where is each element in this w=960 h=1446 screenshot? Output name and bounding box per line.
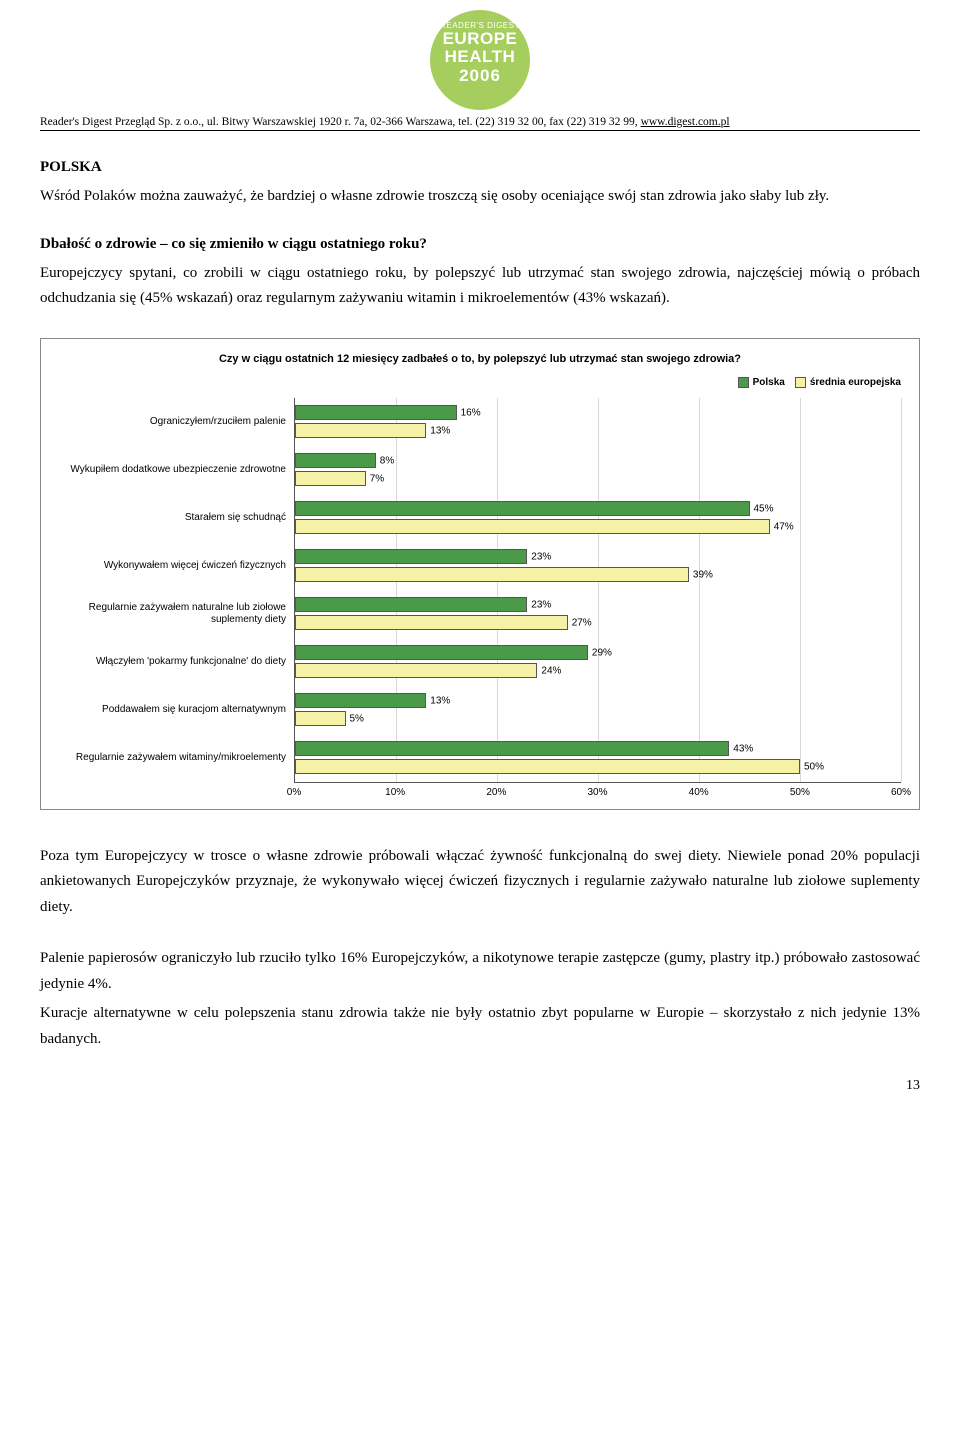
- bar-group: 45%47%: [295, 494, 901, 542]
- legend-item-europe: średnia europejska: [795, 377, 901, 388]
- bar-group: 13% 5%: [295, 686, 901, 734]
- x-tick-label: 40%: [689, 787, 709, 798]
- legend-item-polska: Polska: [738, 377, 785, 388]
- category-label: Regularnie zażywałem naturalne lub zioło…: [59, 590, 286, 638]
- paragraph-3: Poza tym Europejczycy w trosce o własne …: [40, 844, 920, 921]
- bar-value-label: 13%: [430, 425, 450, 436]
- chart-legend: Polska średnia europejska: [59, 377, 901, 388]
- y-axis-labels: Ograniczyłem/rzuciłem palenieWykupiłem d…: [59, 398, 294, 783]
- bar-value-label: 7%: [370, 473, 384, 484]
- x-tick-label: 30%: [587, 787, 607, 798]
- paragraph-5: Kuracje alternatywne w celu polepszenia …: [40, 1001, 920, 1052]
- category-label: Poddawałem się kuracjom alternatywnym: [59, 686, 286, 734]
- paragraph-intro: Wśród Polaków można zauważyć, że bardzie…: [40, 184, 920, 210]
- bar-group: 43% 50%: [295, 734, 901, 782]
- bar-value-label: 23%: [531, 551, 551, 562]
- category-label: Wykonywałem więcej ćwiczeń fizycznych: [59, 542, 286, 590]
- bar-group: 8% 7%: [295, 446, 901, 494]
- x-tick-label: 50%: [790, 787, 810, 798]
- bar-value-label: 24%: [541, 665, 561, 676]
- bar-group: 23% 39%: [295, 542, 901, 590]
- x-tick-label: 20%: [486, 787, 506, 798]
- logo-container: READER'S DIGEST EUROPE HEALTH 2006: [40, 10, 920, 110]
- bar-polska: 23%: [295, 549, 527, 564]
- page-number: 13: [40, 1078, 920, 1094]
- category-label: Ograniczyłem/rzuciłem palenie: [59, 398, 286, 446]
- logo-line2: EUROPE: [430, 30, 530, 48]
- legend-swatch-1: [738, 377, 749, 388]
- bar-europe: 5%: [295, 711, 346, 726]
- category-label: Włączyłem 'pokarmy funkcjonalne' do diet…: [59, 638, 286, 686]
- logo-year: 2006: [430, 67, 530, 85]
- legend-label-2: średnia europejska: [810, 377, 901, 388]
- bar-group: 23% 27%: [295, 590, 901, 638]
- bar-europe: 39%: [295, 567, 689, 582]
- bar-europe: 24%: [295, 663, 537, 678]
- x-axis: 0%10%20%30%40%50%60%: [59, 787, 901, 801]
- bar-polska: 16%: [295, 405, 457, 420]
- x-tick-label: 60%: [891, 787, 911, 798]
- brand-logo: READER'S DIGEST EUROPE HEALTH 2006: [430, 10, 530, 110]
- bar-polska: 23%: [295, 597, 527, 612]
- company-header: Reader's Digest Przegląd Sp. z o.o., ul.…: [40, 116, 920, 131]
- bars-area: 16%13%8%7%45%47%23%39%23%27%29%24%13%5%4…: [294, 398, 901, 783]
- chart-title: Czy w ciągu ostatnich 12 miesięcy zadbał…: [59, 353, 901, 365]
- bar-value-label: 13%: [430, 695, 450, 706]
- bar-europe: 47%: [295, 519, 770, 534]
- paragraph-4: Palenie papierosów ograniczyło lub rzuci…: [40, 946, 920, 997]
- bar-value-label: 23%: [531, 599, 551, 610]
- logo-line3: HEALTH: [430, 48, 530, 66]
- category-label: Regularnie zażywałem witaminy/mikroeleme…: [59, 734, 286, 782]
- category-label: Starałem się schudnąć: [59, 494, 286, 542]
- bar-value-label: 43%: [733, 743, 753, 754]
- company-text: Reader's Digest Przegląd Sp. z o.o., ul.…: [40, 116, 641, 128]
- question-heading: Dbałość o zdrowie – co się zmieniło w ci…: [40, 236, 920, 253]
- bar-value-label: 45%: [754, 503, 774, 514]
- bar-value-label: 16%: [461, 407, 481, 418]
- bar-polska: 45%: [295, 501, 750, 516]
- company-link[interactable]: www.digest.com.pl: [641, 116, 730, 128]
- category-label: Wykupiłem dodatkowe ubezpieczenie zdrowo…: [59, 446, 286, 494]
- legend-label-1: Polska: [753, 377, 785, 388]
- bar-value-label: 8%: [380, 455, 394, 466]
- bar-polska: 8%: [295, 453, 376, 468]
- bar-value-label: 47%: [774, 521, 794, 532]
- chart-container: Czy w ciągu ostatnich 12 miesięcy zadbał…: [40, 338, 920, 810]
- chart-plot-area: Ograniczyłem/rzuciłem palenieWykupiłem d…: [59, 398, 901, 783]
- country-heading: POLSKA: [40, 159, 920, 176]
- bar-group: 29% 24%: [295, 638, 901, 686]
- bar-europe: 7%: [295, 471, 366, 486]
- bar-polska: 43%: [295, 741, 729, 756]
- bar-group: 16% 13%: [295, 398, 901, 446]
- bar-value-label: 39%: [693, 569, 713, 580]
- x-tick-label: 10%: [385, 787, 405, 798]
- legend-swatch-2: [795, 377, 806, 388]
- bar-value-label: 27%: [572, 617, 592, 628]
- bar-value-label: 5%: [350, 713, 364, 724]
- x-axis-ticks: 0%10%20%30%40%50%60%: [294, 787, 901, 801]
- bar-europe: 27%: [295, 615, 568, 630]
- bar-value-label: 50%: [804, 761, 824, 772]
- x-tick-label: 0%: [287, 787, 301, 798]
- bar-value-label: 29%: [592, 647, 612, 658]
- bar-europe: 13%: [295, 423, 426, 438]
- paragraph-2: Europejczycy spytani, co zrobili w ciągu…: [40, 261, 920, 312]
- bar-polska: 13%: [295, 693, 426, 708]
- bar-europe: 50%: [295, 759, 800, 774]
- bar-polska: 29%: [295, 645, 588, 660]
